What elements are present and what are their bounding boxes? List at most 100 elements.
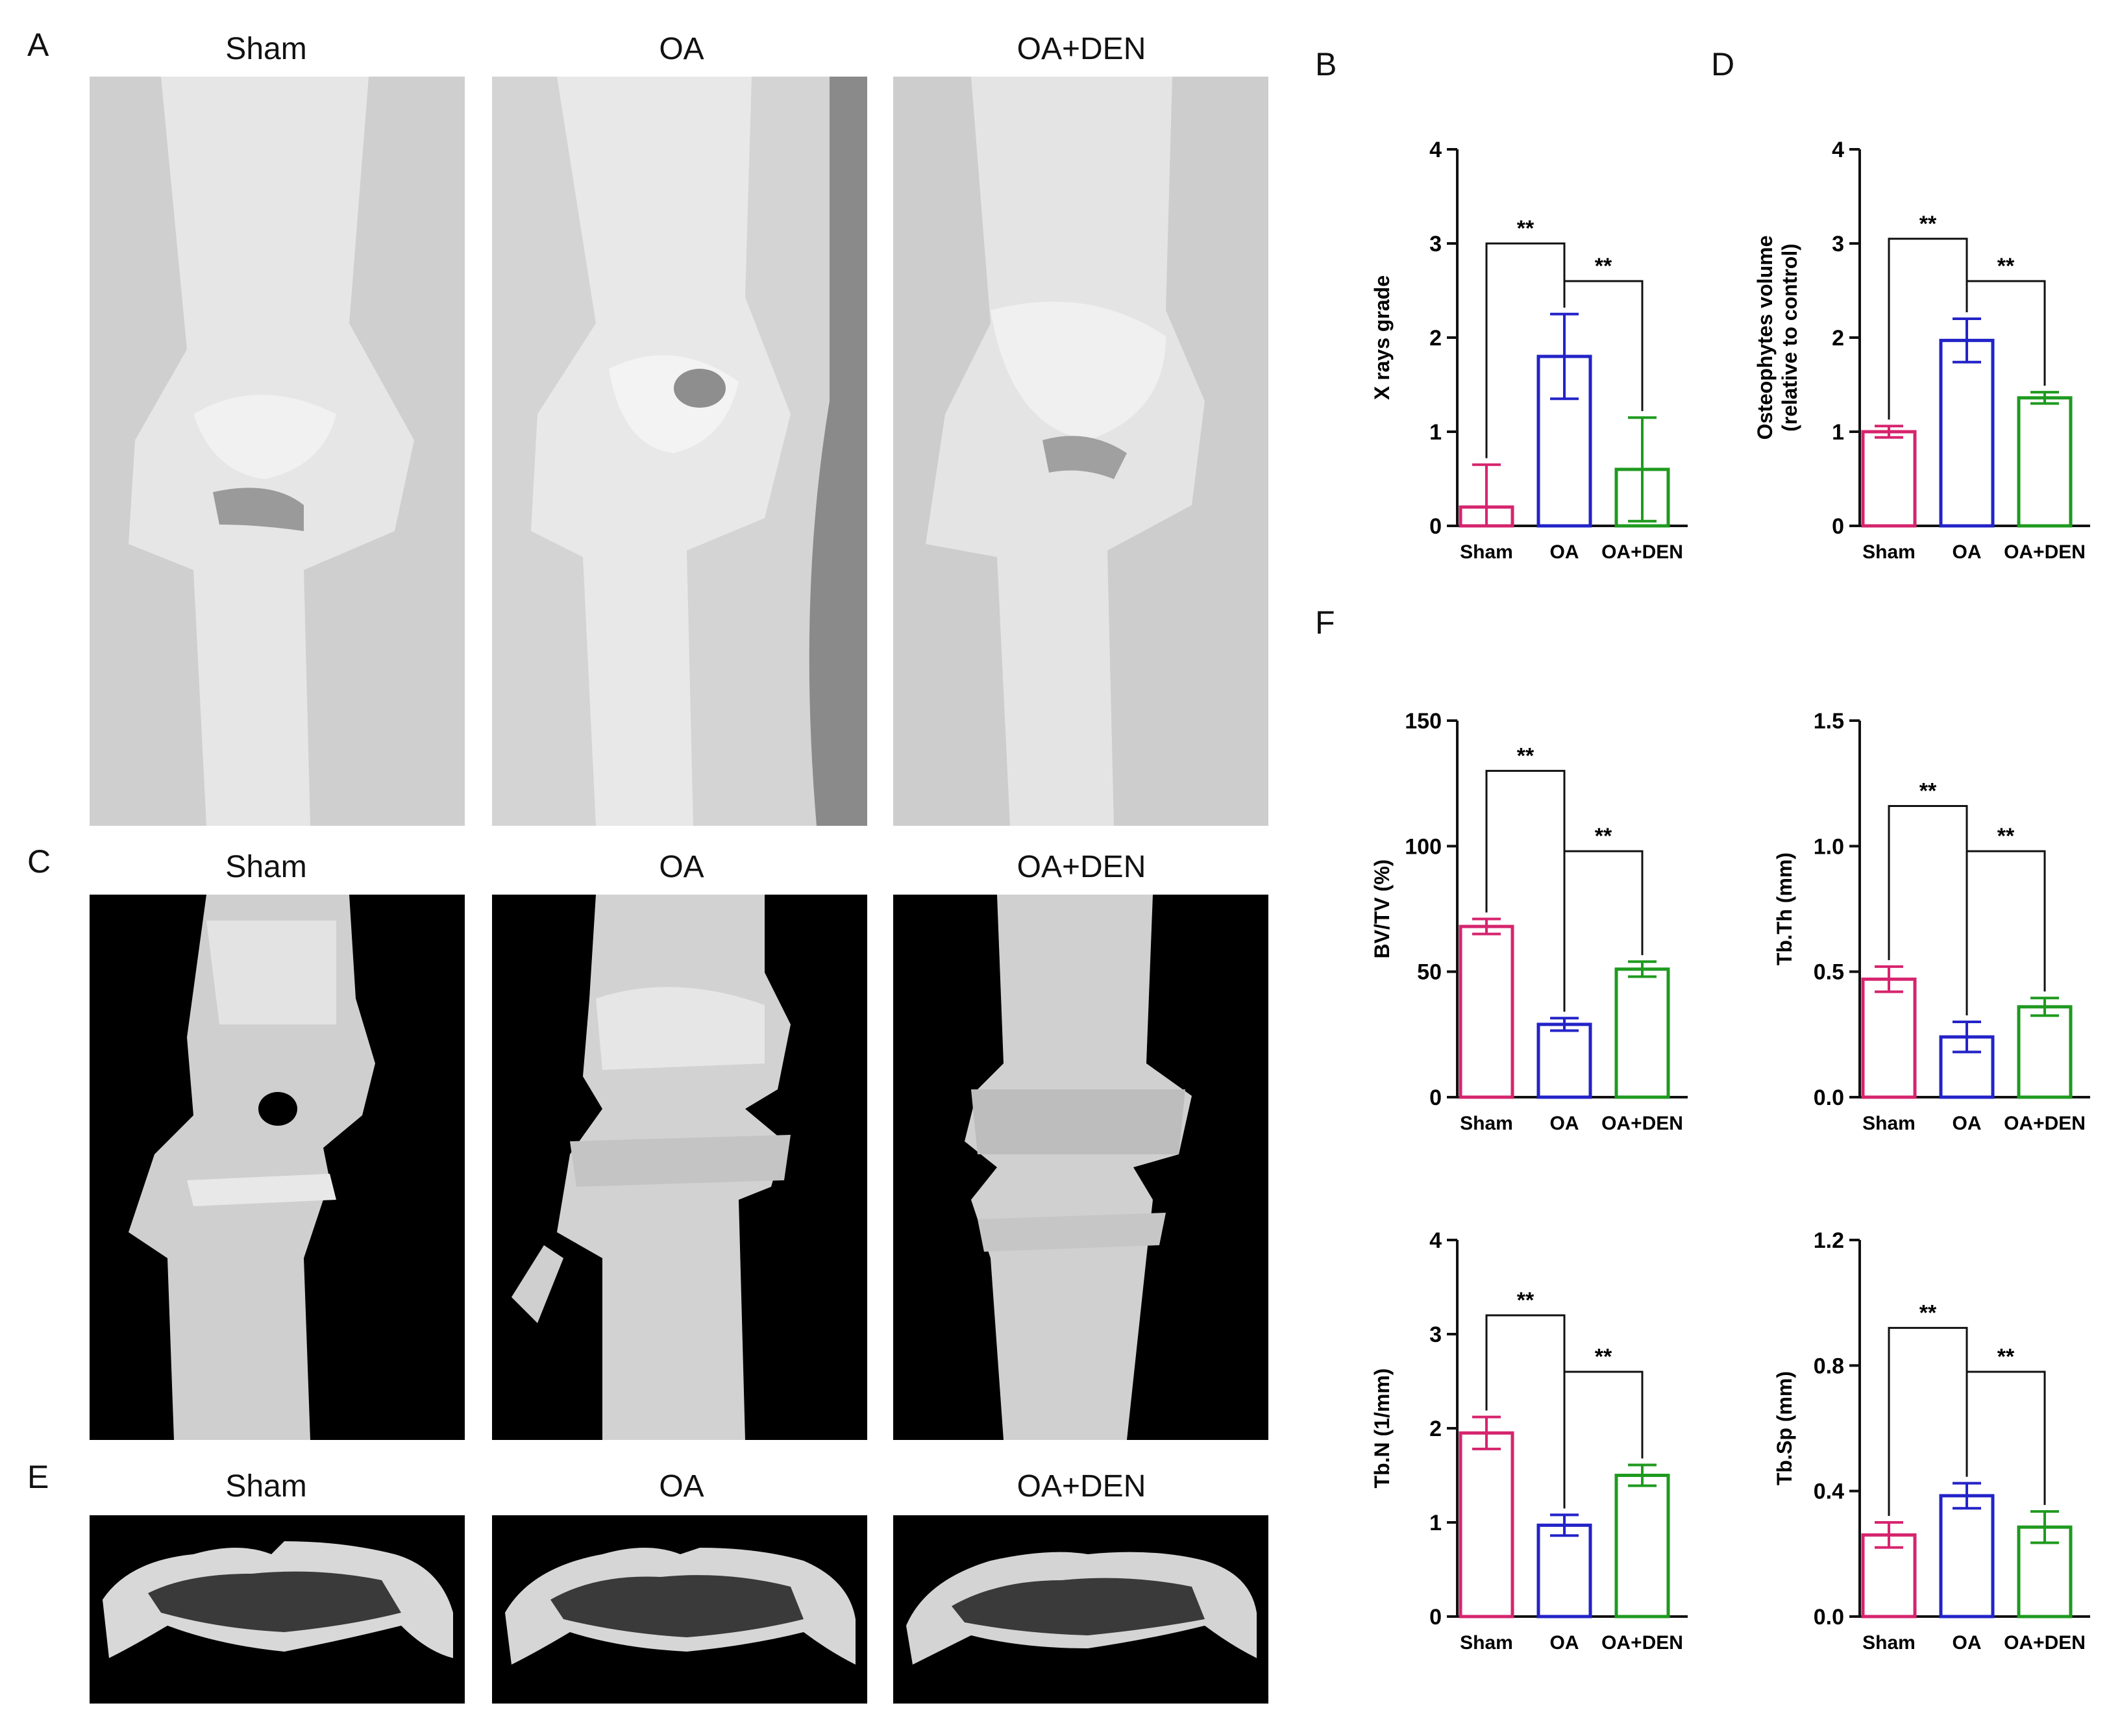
significance-label: ** [1919, 1300, 1937, 1325]
ct-render-oa [492, 895, 867, 1440]
y-tick-label: 4 [1832, 138, 1844, 162]
y-tick-label: 1 [1429, 420, 1442, 445]
y-tick-label: 4 [1429, 1228, 1442, 1253]
category-label: Sham [1460, 1113, 1513, 1134]
significance-label: ** [1919, 212, 1937, 236]
significance-bracket [1563, 1370, 1644, 1509]
bar-oa-den [1614, 967, 1670, 1099]
chart-tb-sp: 0.0 0.4 0.8 1.2 Tb.Sp (mm) Sham OA OA+DEN ** ** [1773, 1228, 2090, 1654]
category-label: OA [1550, 1113, 1579, 1134]
xray-image-sham [90, 77, 465, 826]
y-tick-label: 0.0 [1814, 1085, 1844, 1110]
y-tick-label: 3 [1429, 1322, 1442, 1347]
ct-slice-oaden [893, 1515, 1268, 1704]
significance-label: ** [1517, 1288, 1535, 1313]
category-label: OA+DEN [1601, 541, 1683, 563]
category-label: OA+DEN [1601, 1113, 1683, 1134]
chart-x-rays-grade: 0 1 2 3 4 X rays grade Sham OA OA+DEN ** ** [1370, 138, 1688, 563]
y-tick-label: 4 [1429, 138, 1442, 162]
y-tick-label: 0.8 [1814, 1354, 1844, 1378]
significance-label: ** [1997, 1345, 2015, 1369]
label-oaden-c: OA+DEN [1017, 850, 1146, 884]
significance-label: ** [1997, 824, 2015, 849]
category-label: OA+DEN [2004, 1632, 2086, 1654]
category-label: Sham [1862, 1113, 1916, 1134]
y-tick-label: 1.5 [1814, 709, 1844, 734]
label-oa-a: OA [659, 32, 704, 66]
y-tick-label: 3 [1429, 232, 1442, 256]
y-axis-label: Tb.Th (mm) [1773, 852, 1796, 965]
chart-bv-tv: 0 50 100 150 BV/TV (%) Sham OA OA+DEN ** ** [1370, 709, 1688, 1134]
y-axis-label: Osteophytes volume [1753, 236, 1777, 440]
y-axis-label: X rays grade [1370, 275, 1394, 400]
bar-sham [1861, 977, 1917, 1099]
panel-letter-b: B [1315, 46, 1337, 82]
chart-tb-n: 0 1 2 3 4 Tb.N (1/mm) Sham OA OA+DEN ** ** [1370, 1228, 1688, 1654]
significance-label: ** [1919, 778, 1937, 803]
significance-label: ** [1595, 1345, 1612, 1369]
panel-letter-e: E [27, 1459, 49, 1495]
bar-oa [1939, 338, 1995, 528]
y-tick-label: 0 [1429, 514, 1442, 539]
category-label: OA+DEN [2004, 541, 2086, 563]
significance-label: ** [1517, 743, 1535, 768]
label-sham-a: Sham [225, 32, 307, 66]
panel-letter-c: C [27, 843, 51, 880]
bar-oa [1536, 1523, 1592, 1618]
bar-oa-den [1614, 1474, 1670, 1618]
y-axis-label: Tb.Sp (mm) [1773, 1371, 1796, 1485]
significance-bracket [1485, 1314, 1566, 1509]
significance-bracket [1966, 850, 2046, 1015]
y-tick-label: 100 [1405, 834, 1442, 859]
bar-oa [1939, 1494, 1995, 1618]
category-label: OA [1953, 1632, 1982, 1654]
y-tick-label: 1.2 [1814, 1228, 1844, 1253]
significance-bracket [1485, 769, 1566, 1012]
y-tick-label: 0 [1832, 514, 1844, 539]
bar-sham [1459, 1431, 1514, 1618]
panel-letter-a: A [27, 27, 49, 63]
xray-image-oaden [893, 77, 1268, 826]
label-oaden-e: OA+DEN [1017, 1469, 1146, 1504]
label-oaden-a: OA+DEN [1017, 32, 1146, 66]
chart-osteophytes-volume: 0 1 2 3 4 Osteophytes volume (relative to cont… [1753, 138, 2090, 563]
category-label: OA [1953, 1113, 1982, 1134]
y-axis-label: BV/TV (%) [1370, 860, 1394, 959]
significance-label: ** [1595, 824, 1612, 849]
y-tick-label: 0.4 [1814, 1480, 1844, 1504]
ct-render-oaden [893, 895, 1268, 1440]
y-axis-label: Tb.N (1/mm) [1370, 1369, 1394, 1489]
panel-letter-d: D [1711, 46, 1735, 82]
significance-bracket [1563, 280, 1644, 412]
y-tick-label: 0 [1429, 1085, 1442, 1110]
ct-render-sham [90, 895, 465, 1440]
significance-bracket [1888, 238, 1968, 420]
significance-bracket [1485, 242, 1566, 458]
category-label: OA+DEN [2004, 1113, 2086, 1134]
significance-bracket [1966, 280, 2046, 386]
label-oa-e: OA [659, 1469, 704, 1504]
y-tick-label: 0.5 [1814, 960, 1844, 985]
label-sham-c: Sham [225, 850, 307, 884]
ct-slice-sham [90, 1515, 465, 1704]
label-sham-e: Sham [225, 1469, 307, 1504]
y-tick-label: 1.0 [1814, 834, 1844, 859]
bar-oa-den [2017, 396, 2073, 528]
significance-bracket [1563, 850, 1644, 1012]
y-tick-label: 1 [1832, 420, 1844, 445]
category-label: OA+DEN [1601, 1632, 1683, 1654]
y-axis-label-2: (relative to control) [1778, 243, 1801, 432]
xray-image-oa [492, 77, 867, 826]
category-label: OA [1550, 1632, 1579, 1654]
category-label: OA [1953, 541, 1982, 563]
category-label: OA [1550, 541, 1579, 563]
significance-bracket [1888, 804, 1968, 1015]
y-tick-label: 150 [1405, 709, 1442, 734]
chart-tb-th: 0.0 0.5 1.0 1.5 Tb.Th (mm) Sham OA OA+DEN ** ** [1773, 709, 2090, 1134]
y-tick-label: 0 [1429, 1605, 1442, 1630]
significance-label: ** [1997, 254, 2015, 279]
y-tick-label: 0.0 [1814, 1605, 1844, 1630]
bar-sham [1861, 430, 1917, 528]
significance-label: ** [1517, 216, 1535, 241]
label-oa-c: OA [659, 850, 704, 884]
